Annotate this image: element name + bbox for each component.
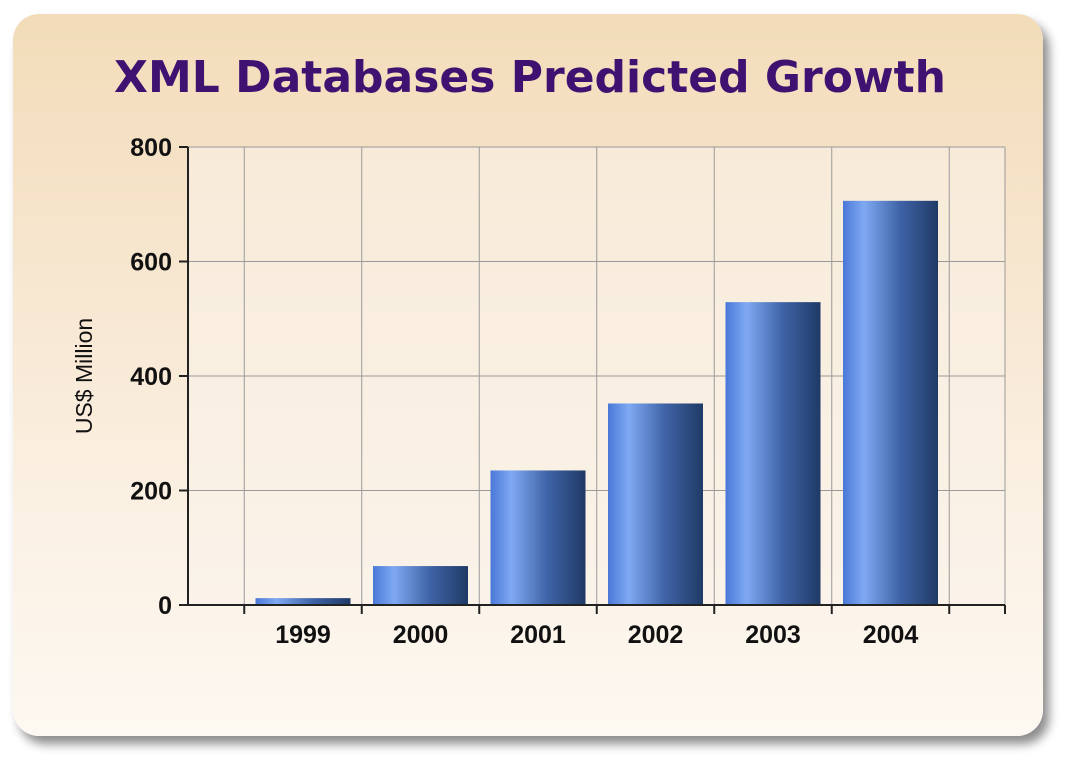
x-tick-label: 2003 <box>745 621 801 649</box>
chart-title: XML Databases Predicted Growth <box>114 52 946 103</box>
x-tick-label: 1999 <box>275 621 331 649</box>
bar-2004 <box>843 200 938 605</box>
y-tick-label: 0 <box>158 592 172 620</box>
x-tick-label: 2004 <box>863 621 919 649</box>
y-tick-label: 400 <box>130 363 172 391</box>
y-axis-label: US$ Million <box>71 318 97 434</box>
bar-1999 <box>255 598 351 605</box>
x-tick-label: 2001 <box>510 621 566 649</box>
bar-2001 <box>490 470 586 605</box>
bar-2003 <box>725 302 821 605</box>
bar-2002 <box>608 403 703 605</box>
bar-2000 <box>373 566 468 605</box>
y-tick-label: 800 <box>130 134 172 162</box>
y-tick-label: 200 <box>130 478 172 506</box>
x-tick-label: 2000 <box>393 621 449 649</box>
bars <box>255 200 938 605</box>
x-tick-label: 2002 <box>628 621 684 649</box>
tick-labels: 0 200 400 600 800 1999 2000 2001 2002 2003 2004 <box>130 134 918 649</box>
axes <box>179 146 1006 614</box>
y-tick-label: 600 <box>130 249 172 277</box>
